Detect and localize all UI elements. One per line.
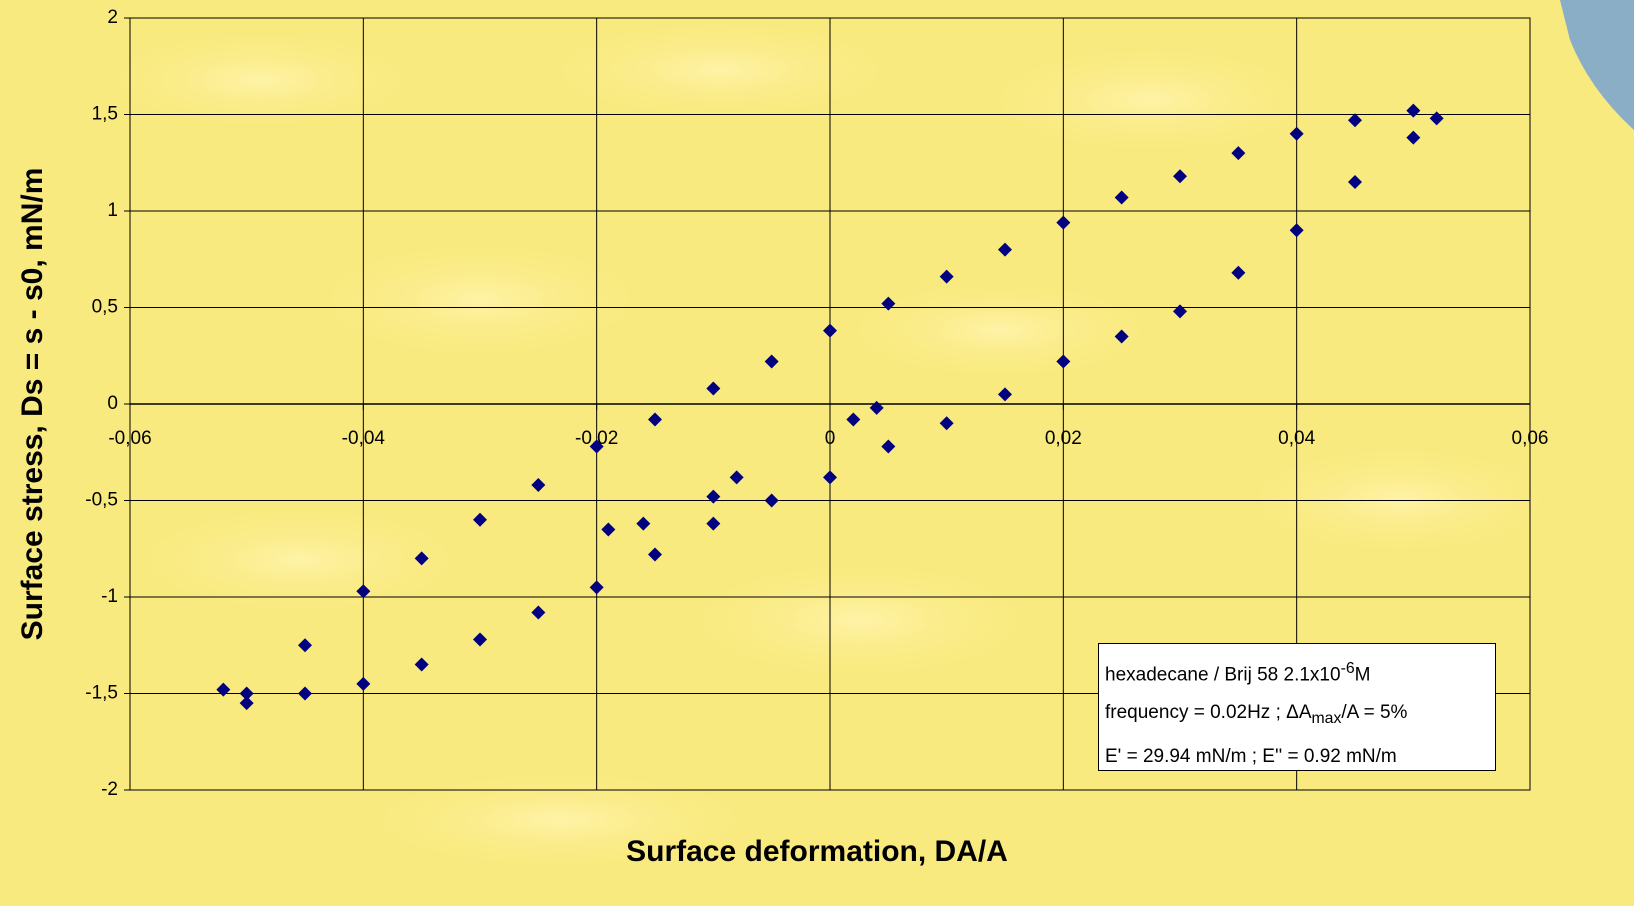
data-point <box>1231 146 1246 161</box>
data-point <box>998 242 1012 257</box>
data-point <box>356 676 371 691</box>
data-point <box>1406 130 1421 145</box>
y-tick-label: 1,5 <box>92 104 118 125</box>
data-point <box>764 493 779 508</box>
data-point <box>869 400 884 415</box>
data-point <box>1406 103 1421 118</box>
data-point <box>706 381 721 396</box>
y-axis-label: Surface stress, Ds = s - s0, mN/m <box>16 168 49 641</box>
x-tick-label: 0,04 <box>1278 428 1315 449</box>
data-point <box>846 412 861 427</box>
data-point <box>414 551 429 566</box>
annotation-text: M <box>1354 664 1371 686</box>
data-point <box>473 512 487 527</box>
data-point <box>298 686 312 701</box>
data-point <box>414 657 429 672</box>
data-point <box>1348 175 1362 190</box>
data-point <box>589 580 604 595</box>
annotation-line: E' = 29.94 mN/m ; E'' = 0.92 mN/m <box>1105 738 1489 776</box>
data-point <box>356 584 371 599</box>
data-point <box>601 522 616 537</box>
data-point <box>764 354 779 369</box>
data-point <box>239 696 254 711</box>
data-point <box>706 489 721 504</box>
annotation-text: /A = 5% <box>1341 702 1408 724</box>
annotation-text: frequency = 0.02Hz ; ΔA <box>1105 702 1312 724</box>
y-tick-label: -0,5 <box>85 490 118 511</box>
data-point <box>473 632 487 647</box>
data-point <box>1114 190 1129 205</box>
x-tick-label: -0,04 <box>342 428 386 449</box>
data-point <box>1289 223 1304 238</box>
y-tick-label: 0,5 <box>92 297 118 318</box>
data-point <box>239 686 254 701</box>
data-point <box>1231 265 1246 280</box>
annotation-line: frequency = 0.02Hz ; ΔAmax/A = 5% <box>1105 694 1489 738</box>
data-point <box>939 269 954 284</box>
data-point <box>648 412 662 427</box>
data-point <box>998 387 1012 402</box>
annotation-text: -6 <box>1340 660 1355 677</box>
x-tick-label: 0,06 <box>1512 428 1549 449</box>
data-point <box>823 470 837 485</box>
y-tick-label: -2 <box>101 779 118 800</box>
data-point <box>1173 169 1187 184</box>
data-point <box>939 416 954 431</box>
data-point <box>531 605 546 620</box>
x-tick-label: 0 <box>825 428 836 449</box>
y-tick-label: -1 <box>101 586 118 607</box>
data-point <box>823 323 837 338</box>
y-tick-label: 0 <box>107 393 118 414</box>
x-tick-label: 0,02 <box>1045 428 1082 449</box>
y-tick-label: -1,5 <box>85 683 118 704</box>
data-point <box>531 478 546 493</box>
data-point <box>1056 354 1071 369</box>
annotation-text: hexadecane / Brij 58 2.1x10 <box>1105 664 1341 686</box>
data-point <box>706 516 721 531</box>
data-point <box>1114 329 1129 344</box>
data-point <box>729 470 744 485</box>
data-point <box>589 439 604 454</box>
background-decoration <box>100 0 1634 870</box>
data-point <box>881 296 896 311</box>
data-point <box>636 516 651 531</box>
data-point <box>1056 215 1071 230</box>
data-point <box>298 638 312 653</box>
data-point <box>1289 126 1304 141</box>
annotation-line: hexadecane / Brij 58 2.1x10-6M <box>1105 650 1489 694</box>
y-tick-label: 1 <box>107 200 118 221</box>
x-axis-label: Surface deformation, DA/A <box>626 835 1008 868</box>
annotation-text: E' = 29.94 mN/m ; E'' = 0.92 mN/m <box>1105 746 1397 768</box>
data-point <box>216 682 231 697</box>
data-point <box>648 547 662 562</box>
annotation-text: max <box>1311 710 1342 728</box>
data-point <box>1348 113 1362 128</box>
x-tick-label: -0,02 <box>575 428 618 449</box>
data-point <box>1429 111 1444 126</box>
y-tick-label: 2 <box>107 7 118 28</box>
data-point <box>1173 304 1187 319</box>
x-tick-label: -0,06 <box>108 428 151 449</box>
data-point <box>881 439 896 454</box>
annotation-box: hexadecane / Brij 58 2.1x10-6M frequency … <box>1098 643 1496 771</box>
